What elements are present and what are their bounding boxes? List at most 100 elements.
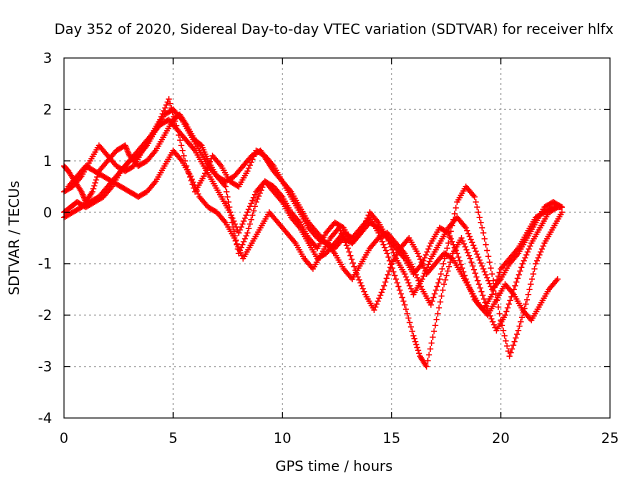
data-point <box>93 176 100 183</box>
data-point <box>392 276 399 283</box>
data-point <box>443 272 450 279</box>
data-point <box>519 314 526 321</box>
data-point <box>248 200 255 207</box>
data-point <box>468 259 475 266</box>
data-point <box>378 289 385 296</box>
data-point <box>441 281 448 288</box>
data-point <box>223 188 230 195</box>
data-point <box>481 235 488 242</box>
data-point <box>157 116 164 123</box>
data-point <box>431 290 438 297</box>
data-point <box>159 110 166 117</box>
data-point <box>405 279 412 286</box>
data-point <box>168 104 175 111</box>
data-point <box>429 334 436 341</box>
data-point <box>472 199 479 205</box>
data-point <box>476 257 483 264</box>
data-point <box>417 256 424 263</box>
y-tick-label: 0 <box>43 205 52 221</box>
data-point <box>439 265 446 272</box>
data-point <box>466 233 473 240</box>
data-point <box>475 281 482 288</box>
data-point <box>407 285 414 292</box>
data-point <box>535 254 542 261</box>
data-point <box>89 188 96 195</box>
data-point <box>192 185 199 192</box>
data-point <box>399 294 406 301</box>
data-point <box>412 338 419 345</box>
data-point <box>533 257 540 264</box>
data-point <box>383 275 390 282</box>
data-point <box>460 240 467 247</box>
data-point <box>456 257 463 264</box>
data-point <box>236 246 243 253</box>
data-point <box>470 242 477 249</box>
data-point <box>337 227 344 234</box>
data-point <box>158 113 165 120</box>
data-point <box>489 271 496 277</box>
data-point <box>490 321 497 328</box>
data-point <box>357 279 364 286</box>
data-point <box>495 304 502 311</box>
y-tick-label: -2 <box>38 308 52 324</box>
data-point <box>395 283 402 290</box>
data-point <box>163 102 170 109</box>
data-point <box>243 232 250 239</box>
data-point <box>349 259 356 266</box>
y-tick-label: 3 <box>43 51 52 67</box>
data-point <box>384 271 391 278</box>
data-point <box>558 209 565 216</box>
data-point <box>488 315 495 322</box>
chart-title: Day 352 of 2020, Sidereal Day-to-day VTE… <box>54 22 613 38</box>
data-point <box>162 104 169 111</box>
data-point <box>246 203 253 210</box>
data-point <box>446 234 453 241</box>
data-point <box>511 338 518 345</box>
data-point <box>471 193 478 200</box>
data-point <box>91 182 98 189</box>
data-point <box>452 204 459 211</box>
data-point <box>532 260 539 267</box>
y-axis-label: SDTVAR / TECUs <box>7 181 23 296</box>
data-point <box>233 240 240 247</box>
data-point <box>462 224 469 231</box>
data-point <box>425 246 432 253</box>
data-point <box>507 349 514 356</box>
data-point <box>179 147 186 154</box>
data-point <box>391 272 398 279</box>
data-point <box>469 239 476 246</box>
data-point <box>483 303 490 310</box>
data-point <box>465 230 472 237</box>
data-point <box>477 259 484 266</box>
data-point <box>230 218 237 225</box>
data-point <box>404 310 411 317</box>
data-point <box>400 298 407 305</box>
data-point <box>517 268 524 275</box>
data-point <box>226 209 233 216</box>
data-point <box>200 173 207 180</box>
data-point <box>424 248 431 255</box>
data-point <box>484 274 491 281</box>
data-point <box>425 261 432 268</box>
data-point <box>426 258 433 265</box>
data-point <box>379 238 386 245</box>
data-point <box>505 301 512 308</box>
data-point <box>373 301 380 308</box>
data-point <box>481 268 488 275</box>
data-point <box>250 194 257 201</box>
data-point <box>527 281 534 288</box>
data-point <box>387 243 394 250</box>
data-point <box>455 254 462 261</box>
data-point <box>379 286 386 293</box>
data-point <box>472 270 479 277</box>
data-point <box>167 100 174 107</box>
data-point <box>489 291 496 298</box>
data-point <box>356 276 363 283</box>
data-point <box>433 316 440 323</box>
data-point <box>413 341 420 348</box>
data-point <box>169 109 176 116</box>
data-point <box>421 265 428 272</box>
data-point <box>255 193 262 200</box>
data-point <box>180 152 187 159</box>
data-point <box>249 197 256 204</box>
